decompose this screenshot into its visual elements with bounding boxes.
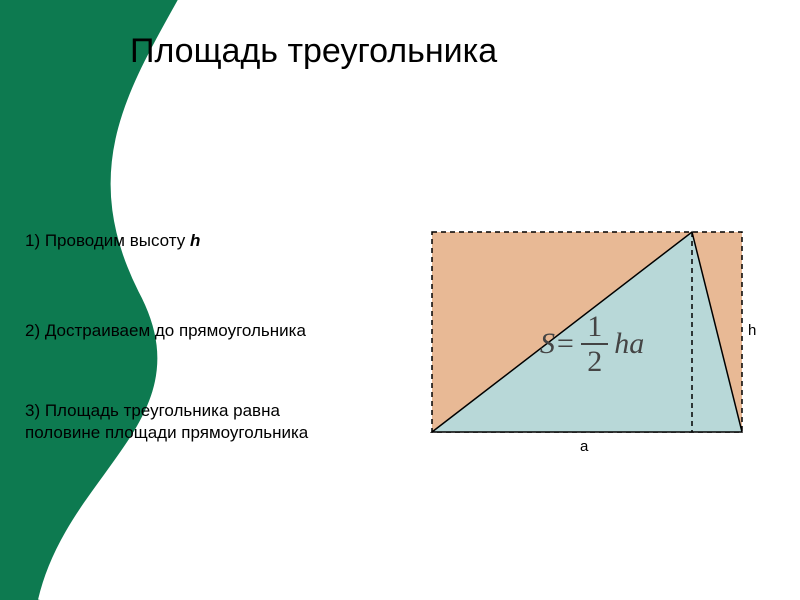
formula-rhs: ha <box>614 327 644 361</box>
formula-denominator: 2 <box>581 345 608 378</box>
step-1-text: 1) Проводим высоту <box>25 231 190 250</box>
step-2-text: 2) Достраиваем до прямоугольника <box>25 321 306 340</box>
step-1: 1) Проводим высоту h <box>25 230 200 252</box>
page-title: Площадь треугольника <box>130 32 780 71</box>
formula-lhs: S= <box>540 327 575 361</box>
label-h: h <box>748 322 756 339</box>
step-1-var: h <box>190 231 200 250</box>
slide: Площадь треугольника 1) Проводим высоту … <box>0 0 800 600</box>
step-3-text: 3) Площадь треугольника равна половине п… <box>25 401 308 442</box>
content-layer: Площадь треугольника 1) Проводим высоту … <box>0 0 800 600</box>
step-2: 2) Достраиваем до прямоугольника <box>25 320 306 342</box>
triangle-diagram: S= 1 2 ha h a <box>430 230 750 440</box>
label-a: a <box>580 438 588 455</box>
step-3: 3) Площадь треугольника равна половине п… <box>25 400 335 444</box>
formula-fraction: 1 2 <box>581 310 608 378</box>
area-formula: S= 1 2 ha <box>540 310 644 378</box>
formula-numerator: 1 <box>581 310 608 345</box>
